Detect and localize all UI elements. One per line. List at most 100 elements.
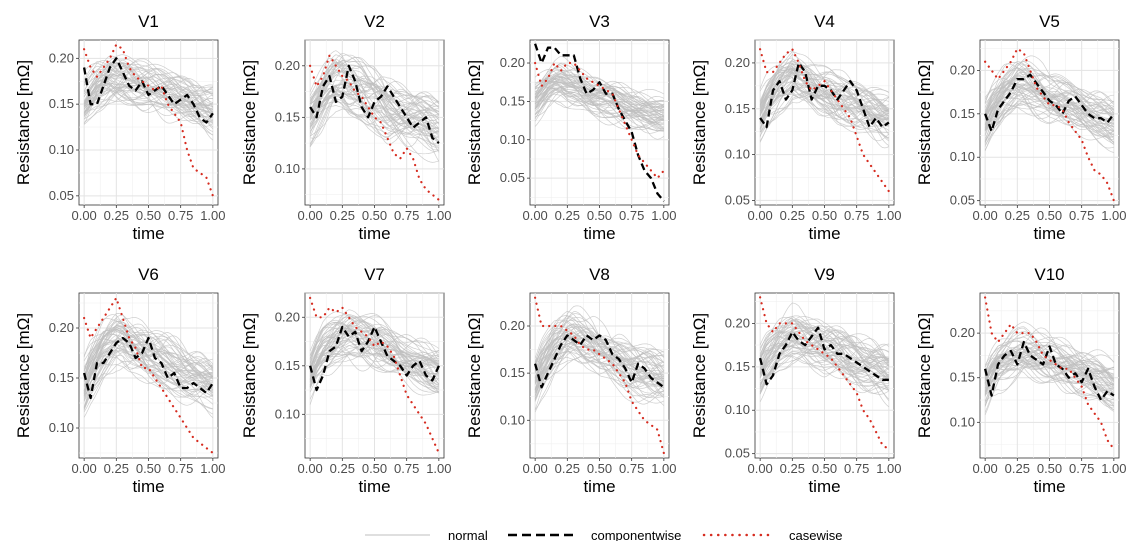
- normal-series-line: [984, 63, 1114, 115]
- normal-series-line: [759, 330, 889, 394]
- x-tick-label: 0.25: [330, 461, 355, 476]
- y-tick-label: 0.15: [275, 358, 300, 373]
- normal-series-line: [759, 65, 890, 112]
- normal-series-line: [83, 83, 214, 127]
- y-tick-label: 0.20: [725, 55, 750, 70]
- x-axis-title: time: [808, 477, 840, 496]
- x-tick-label: 1.00: [651, 208, 676, 223]
- normal-series-line: [534, 315, 665, 382]
- x-tick-label: 1.00: [876, 208, 901, 223]
- normal-series-line: [83, 359, 214, 415]
- x-tick-label: 0.00: [522, 208, 547, 223]
- normal-series-line: [759, 74, 890, 122]
- x-tick-label: 0.00: [972, 208, 997, 223]
- x-tick-label: 0.50: [812, 461, 837, 476]
- normal-series-line: [759, 350, 889, 390]
- normal-series-line: [534, 336, 665, 404]
- normal-series-line: [984, 100, 1115, 130]
- x-tick-label: 0.00: [297, 461, 322, 476]
- normal-series-line: [84, 89, 214, 117]
- panel-title: V6: [138, 265, 159, 284]
- normal-series-line: [534, 324, 664, 369]
- x-tick-label: 0.25: [780, 461, 805, 476]
- normal-series-line: [759, 353, 890, 395]
- casewise-series-line: [984, 296, 1115, 451]
- casewise-series-line: [83, 295, 214, 455]
- x-axis-title: time: [1033, 477, 1065, 496]
- componentwise-series-line: [534, 43, 665, 202]
- normal-series-line: [309, 352, 439, 394]
- normal-series-line: [83, 63, 214, 95]
- y-tick-label: 0.10: [275, 161, 300, 176]
- normal-series-line: [534, 349, 665, 410]
- normal-series-line: [534, 343, 665, 413]
- y-tick-label: 0.20: [500, 55, 525, 70]
- normal-series-line: [759, 81, 890, 120]
- x-tick-label: 0.00: [747, 208, 772, 223]
- y-tick-label: 0.20: [500, 318, 525, 333]
- normal-series-line: [759, 330, 889, 395]
- normal-series-line: [534, 331, 665, 389]
- y-tick-label: 0.15: [49, 370, 74, 385]
- casewise-series-line: [759, 296, 890, 451]
- normal-series-line: [759, 334, 890, 378]
- x-tick-label: 1.00: [200, 208, 225, 223]
- x-tick-label: 1.00: [1101, 208, 1126, 223]
- x-axis-title: time: [583, 224, 615, 243]
- normal-series-line: [309, 61, 440, 109]
- panel-title: V7: [364, 265, 385, 284]
- y-tick-label: 0.20: [950, 62, 975, 77]
- casewise-series-line: [534, 296, 665, 455]
- x-tick-label: 0.00: [972, 461, 997, 476]
- normal-series-line: [83, 334, 214, 371]
- normal-series-line: [534, 81, 665, 123]
- y-tick-label: 0.10: [49, 142, 74, 157]
- y-axis-title: Resistance [mΩ]: [915, 60, 934, 185]
- y-tick-label: 0.15: [950, 106, 975, 121]
- normal-series-line: [309, 314, 439, 363]
- normal-series-line: [309, 83, 439, 146]
- normal-series-line: [309, 324, 440, 376]
- panel-v5: 0.00 0.25 0.50 0.75 1.00 0.05 0.10 0.15 0.20 V5 ti…: [915, 12, 1127, 243]
- y-tick-label: 0.20: [275, 58, 300, 73]
- x-tick-label: 0.75: [619, 208, 644, 223]
- normal-series-line: [984, 332, 1115, 381]
- x-tick-label: 0.50: [136, 461, 161, 476]
- normal-series-line: [759, 60, 890, 107]
- y-tick-label: 0.20: [49, 50, 74, 65]
- normal-series-line: [984, 79, 1114, 121]
- normal-series-line: [759, 325, 890, 384]
- normal-series-line: [984, 77, 1115, 115]
- normal-series-line: [984, 346, 1115, 396]
- normal-series-line: [309, 96, 439, 139]
- x-axis-title: time: [808, 224, 840, 243]
- normal-series-line: [984, 62, 1115, 117]
- normal-series-line: [759, 87, 889, 143]
- normal-series-line: [309, 333, 440, 378]
- normal-series-line: [984, 340, 1114, 373]
- normal-series-line: [309, 348, 439, 393]
- panel-title: V8: [589, 265, 610, 284]
- x-tick-label: 0.00: [522, 461, 547, 476]
- y-tick-label: 0.10: [500, 412, 525, 427]
- x-tick-label: 0.75: [168, 208, 193, 223]
- y-tick-label: 0.10: [725, 147, 750, 162]
- x-axis-title: time: [583, 477, 615, 496]
- y-tick-label: 0.10: [275, 406, 300, 421]
- panel-v8: 0.00 0.25 0.50 0.75 1.00 0.10 0.15 0.20 V8 time Re…: [465, 265, 677, 496]
- normal-series-line: [984, 74, 1115, 126]
- x-tick-label: 0.25: [104, 461, 129, 476]
- legend-label-componentwise: componentwise: [591, 528, 681, 541]
- x-tick-label: 1.00: [876, 461, 901, 476]
- x-axis-title: time: [1033, 224, 1065, 243]
- casewise-series-line: [759, 47, 890, 193]
- normal-series-line: [309, 54, 440, 122]
- normal-series-line: [534, 80, 665, 121]
- normal-series-line: [534, 97, 665, 140]
- normal-series-line: [534, 68, 664, 110]
- y-axis-title: Resistance [mΩ]: [465, 313, 484, 438]
- componentwise-series-line: [984, 73, 1115, 133]
- panel-title: V4: [814, 12, 835, 31]
- normal-series-line: [759, 69, 890, 112]
- normal-series-line: [83, 77, 213, 124]
